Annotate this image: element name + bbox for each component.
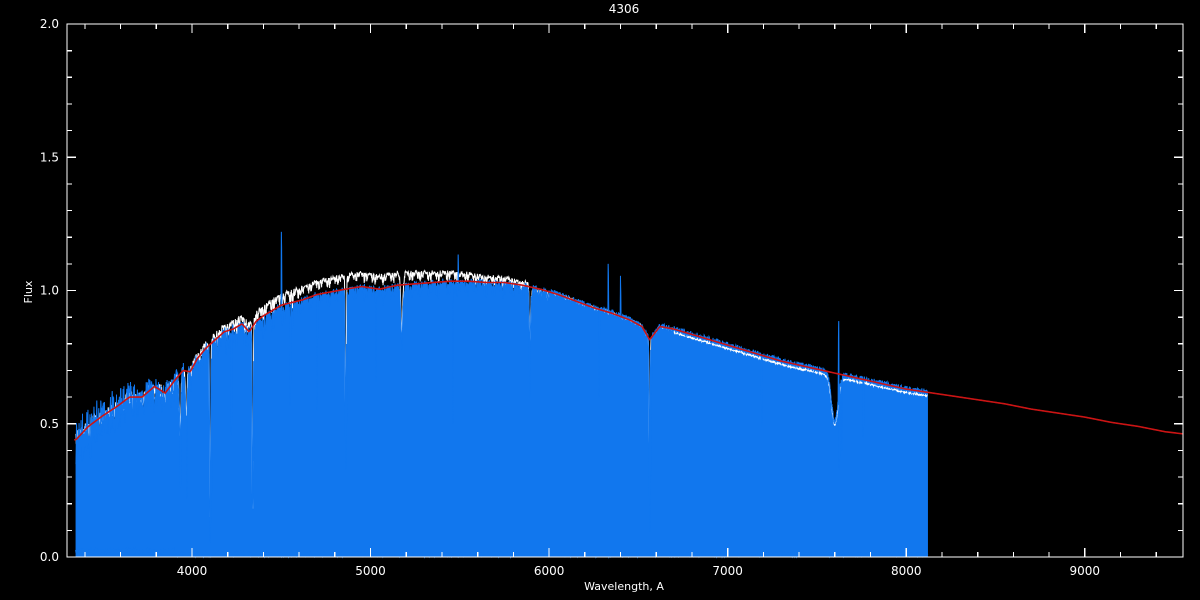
x-tick-label: 4000	[177, 564, 208, 578]
y-tick-label: 0.0	[40, 550, 59, 564]
y-tick-label: 2.0	[40, 17, 59, 31]
continuum-fit-trace	[74, 280, 1184, 441]
data-layer	[74, 231, 1184, 559]
x-axis-label: Wavelength, A	[584, 580, 664, 593]
x-tick-label: 7000	[712, 564, 743, 578]
x-tick-label: 5000	[355, 564, 386, 578]
axis-tick-labels: 4000 5000 6000 7000 8000 9000 0.0 0.5 1.0 1.5 2.0	[40, 17, 1100, 578]
y-axis-label: Flux	[22, 280, 35, 303]
y-tick-label: 1.0	[40, 284, 59, 298]
axis-ticks	[67, 23, 1183, 558]
x-tick-label: 9000	[1070, 564, 1101, 578]
y-tick-label: 1.5	[40, 150, 59, 164]
x-tick-label: 6000	[534, 564, 565, 578]
error-spectrum-trace	[75, 546, 929, 559]
y-tick-label: 0.5	[40, 417, 59, 431]
x-tick-label: 8000	[891, 564, 922, 578]
page-title: 4306	[609, 2, 640, 16]
